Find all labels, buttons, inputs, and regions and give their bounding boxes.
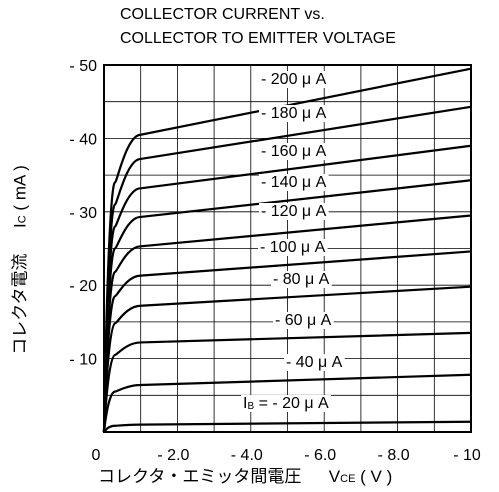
y-axis-symbol: IC [11, 215, 30, 228]
series-label: IB = - 20 μ A [241, 395, 332, 412]
series-label-background [259, 174, 329, 191]
series-label-background [271, 271, 332, 288]
series-curves [102, 67, 472, 433]
series-label: - 60 μ A [273, 312, 334, 329]
series-curve [102, 331, 472, 433]
x-tick-label: - 8.0 [378, 447, 410, 464]
y-axis-title: コレクタ電流 [10, 253, 30, 355]
y-tick-label: - 40 [69, 131, 97, 148]
series-label: - 140 μ A [259, 174, 329, 191]
series-label: - 200 μ A [259, 71, 329, 88]
x-axis-unit: ( V ) [360, 467, 393, 486]
series-label-background [273, 312, 334, 329]
plot-frame [103, 64, 472, 433]
axis-ticks: 0 - 2.0 - 4.0 - 6.0 - 8.0 - 10 - 10 - 20 - 30 - 4… [69, 58, 480, 464]
series-label-text: - 160 μ A [261, 143, 327, 160]
chart-title-line-1: COLLECTOR CURRENT vs. [120, 6, 325, 23]
series-label-background [259, 143, 329, 160]
series-label: - 40 μ A [284, 354, 345, 371]
series-label: - 180 μ A [259, 105, 329, 122]
series-label-text: - 140 μ A [261, 174, 327, 191]
series-label-background [259, 71, 329, 88]
series-label-background [258, 239, 328, 256]
y-axis-symbol-main: I [10, 223, 30, 228]
x-axis-title: コレクタ・エミッタ間電圧 [98, 467, 302, 486]
series-labels: IB = - 20 μ A - 40 μ A - 60 μ A - 80 μ A - 1… [241, 71, 345, 412]
series-label-background [259, 105, 329, 122]
x-tick-label: - 4.0 [231, 447, 263, 464]
series-curve [102, 373, 472, 433]
series-label-text: - 200 μ A [261, 71, 327, 88]
series-label-text: - 100 μ A [260, 239, 326, 256]
chart-title-line-2: COLLECTOR TO EMITTER VOLTAGE [120, 30, 396, 47]
series-label-text: - 80 μ A [273, 271, 330, 288]
series-label-background [259, 203, 329, 220]
series-label-text: IB = - 20 μ A [243, 395, 329, 412]
series-label: - 100 μ A [258, 239, 328, 256]
y-axis-label: コレクタ電流 IC ( mA ) [6, 165, 31, 355]
y-axis-symbol-sub: C [16, 215, 29, 224]
series-curve [102, 67, 472, 433]
x-tick-label: - 10 [453, 447, 481, 464]
series-label-text: - 60 μ A [275, 312, 332, 329]
x-tick-label: - 6.0 [304, 447, 336, 464]
series-curve [103, 420, 472, 433]
series-label: - 160 μ A [259, 143, 329, 160]
x-axis-symbol-main: V [328, 467, 341, 486]
x-axis-symbol: VCE [329, 467, 356, 486]
x-axis-symbol-sub: CE [340, 473, 356, 485]
y-tick-label: - 50 [69, 58, 97, 75]
series-label: - 120 μ A [259, 203, 329, 220]
series-label-background [284, 354, 345, 371]
y-tick-label: - 10 [69, 352, 97, 369]
series-label-text: - 120 μ A [261, 203, 327, 220]
series-label-text: - 40 μ A [286, 354, 343, 371]
series-label-background [241, 395, 332, 412]
y-tick-label: - 20 [69, 278, 97, 295]
x-axis-label: コレクタ・エミッタ間電圧 VCE ( V ) [98, 462, 392, 487]
x-tick-label: 0 [92, 447, 101, 464]
series-label-text: - 180 μ A [261, 105, 327, 122]
y-axis-unit: ( mA ) [10, 165, 30, 211]
series-label: - 80 μ A [271, 271, 332, 288]
x-tick-label: - 2.0 [157, 447, 189, 464]
y-tick-label: - 30 [69, 205, 97, 222]
